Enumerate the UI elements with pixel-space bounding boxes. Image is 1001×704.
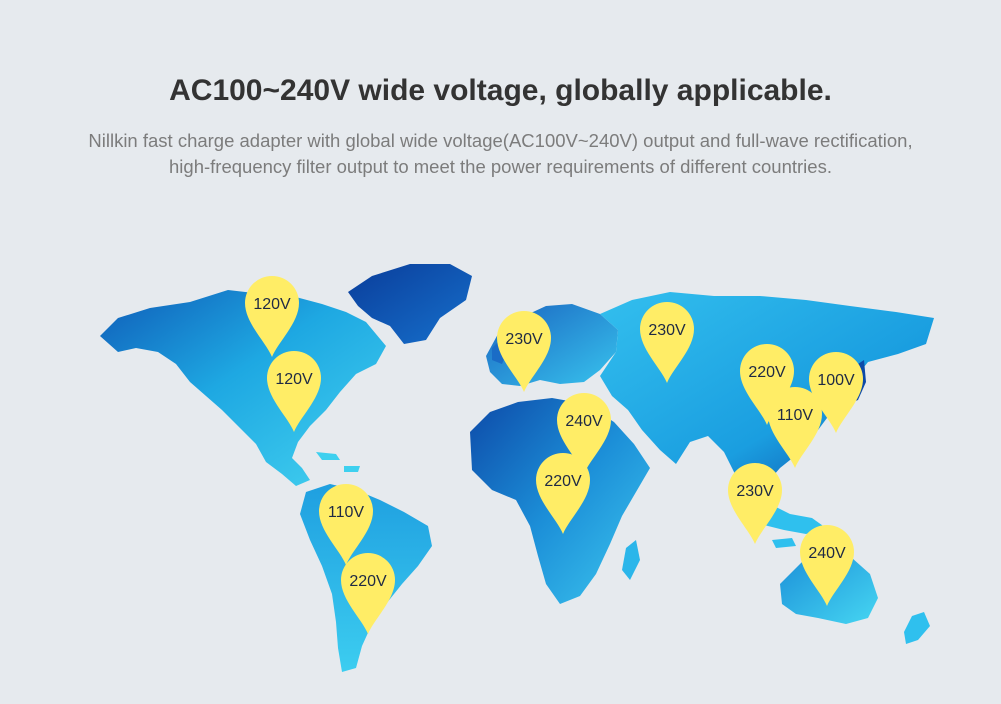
subtitle-line-1: Nillkin fast charge adapter with global … [88,130,913,151]
voltage-label: 230V [736,483,774,500]
voltage-label: 110V [328,504,365,521]
voltage-label: 110V [777,407,814,424]
voltage-pin-china: 220V [740,344,794,425]
voltage-label: 120V [253,296,291,313]
voltage-pin-europe-west: 230V [497,311,551,392]
page-title: AC100~240V wide voltage, globally applic… [169,74,832,107]
voltage-pin-taiwan: 110V [768,387,822,468]
voltage-label: 240V [565,413,603,430]
map-pin-icon [536,453,590,534]
voltage-pin-south-america: 220V [341,553,395,634]
voltage-pin-colombia: 110V [319,484,373,565]
map-pin-icon [267,351,321,432]
map-pin-icon [740,344,794,425]
caribbean-islands [316,452,360,472]
subtitle-line-2: high-frequency filter output to meet the… [169,156,832,177]
voltage-pin-africa-central: 220V [536,453,590,534]
voltage-pin-russia: 230V [640,302,694,383]
voltage-pin-japan: 100V [809,352,863,433]
continent-north-america [100,290,386,486]
voltage-label: 240V [808,545,846,562]
map-pin-icon [800,525,854,606]
voltage-label: 230V [648,322,686,339]
map-pin-icon [768,387,822,468]
island-madagascar [622,540,640,580]
map-pin-icon [728,463,782,544]
voltage-pin-usa-north: 120V [245,276,299,357]
voltage-pins: 120V 120V 110V 220V 230V 230V 240V 220V 220V 100V… [245,276,863,634]
voltage-label: 220V [748,364,786,381]
map-pin-icon [245,276,299,357]
voltage-label: 120V [275,371,313,388]
voltage-pin-africa-north: 240V [557,393,611,474]
map-pin-icon [319,484,373,565]
map-pin-icon [497,311,551,392]
continent-greenland [348,264,472,344]
voltage-label: 230V [505,331,543,348]
island-new-zealand [904,612,930,644]
map-pin-icon [640,302,694,383]
voltage-pin-southeast-asia: 230V [728,463,782,544]
map-pin-icon [557,393,611,474]
voltage-pin-usa-south: 120V [267,351,321,432]
page-subtitle: Nillkin fast charge adapter with global … [40,128,961,180]
voltage-label: 100V [817,372,855,389]
voltage-label: 220V [349,573,387,590]
map-pin-icon [341,553,395,634]
map-pin-icon [809,352,863,433]
voltage-label: 220V [544,473,582,490]
voltage-pin-australia: 240V [800,525,854,606]
